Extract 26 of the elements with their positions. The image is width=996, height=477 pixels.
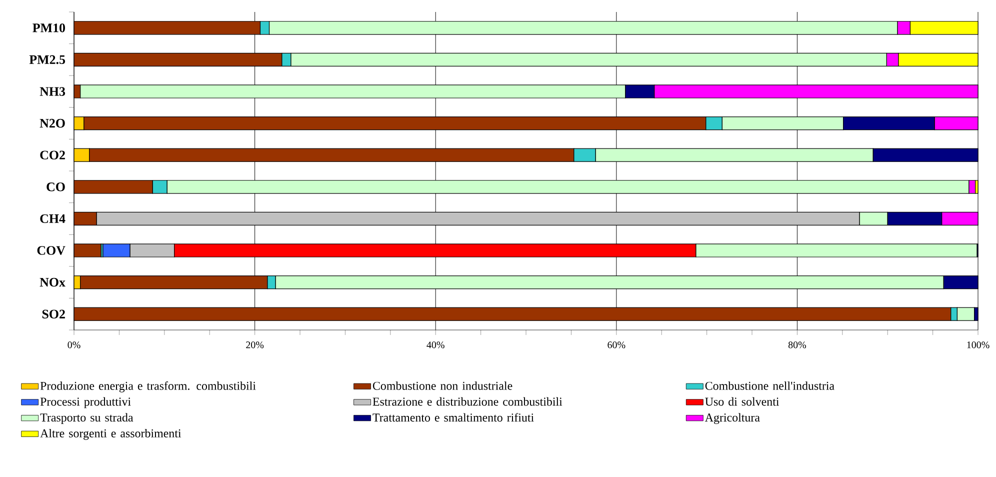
y-tick-label: SO2	[42, 310, 65, 318]
y-tick-label: CO	[46, 182, 65, 192]
x-tick-label: 0%	[68, 342, 80, 348]
legend-label: Processi produttivi	[40, 397, 131, 408]
y-tick-label: PM2.5	[29, 55, 66, 64]
legend-label: Agricoltura	[704, 413, 760, 424]
x-tick-label: 20%	[246, 342, 264, 348]
y-tick-label: N2O	[40, 118, 65, 128]
legend-label: Estrazione e distribuzione combustibili	[372, 397, 562, 406]
y-tick-label: CH4	[40, 214, 66, 224]
x-tick-label: 60%	[608, 342, 626, 348]
legend-label: Trasporto su strada	[40, 413, 134, 424]
legend-label: Combustione nell'industria	[705, 381, 834, 390]
y-tick-label: NOx	[40, 278, 66, 287]
x-tick-label: 80%	[788, 342, 806, 348]
y-tick-label: NH3	[40, 87, 66, 96]
legend-label: Uso di solventi	[705, 397, 780, 406]
x-tick-label: 100%	[967, 342, 990, 348]
y-tick-label: PM10	[32, 24, 66, 32]
x-tick-label: 40%	[426, 342, 444, 348]
legend-label: Produzione energia e trasform. combustibili	[40, 381, 256, 392]
legend-label: Trattamento e smaltimento rifiuti	[372, 413, 534, 422]
y-tick-label: CO2	[40, 150, 65, 160]
legend-label: Combustione non industriale	[372, 381, 512, 390]
y-tick-label: COV	[37, 246, 66, 255]
legend-label: Altre sorgenti e assorbimenti	[40, 428, 182, 440]
